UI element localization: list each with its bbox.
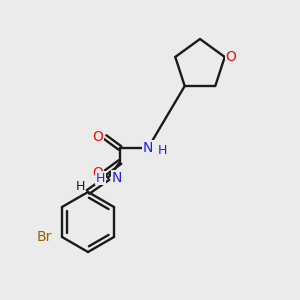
Text: H: H [96,172,105,184]
Text: Br: Br [37,230,52,244]
Text: O: O [225,50,236,64]
Text: N: N [112,171,122,185]
Text: N: N [143,141,153,155]
Text: H: H [157,145,167,158]
Text: O: O [93,166,104,180]
Text: O: O [93,130,104,144]
Text: H: H [75,179,85,193]
